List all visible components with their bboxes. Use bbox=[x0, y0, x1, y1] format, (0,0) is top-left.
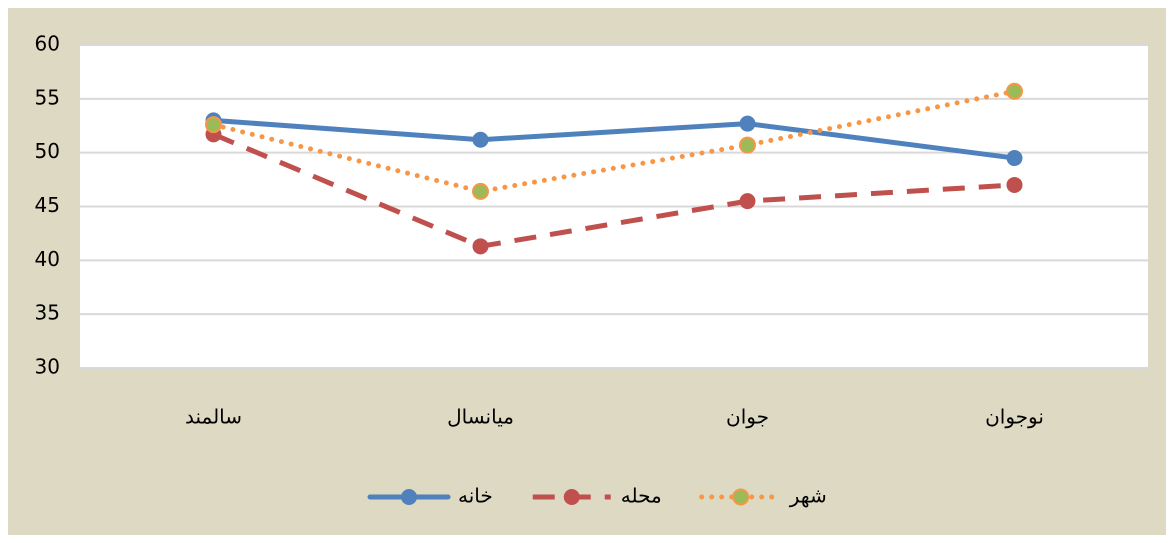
x-tick-label: سالمند bbox=[185, 405, 242, 429]
y-tick-label: 60 bbox=[35, 32, 60, 56]
x-tick-label: جوان bbox=[726, 405, 769, 429]
data-point bbox=[205, 116, 222, 134]
data-point bbox=[739, 115, 756, 132]
y-tick-label: 45 bbox=[35, 193, 60, 217]
series-line bbox=[211, 117, 1017, 161]
y-tick-label: 30 bbox=[35, 355, 60, 379]
y-tick-label: 35 bbox=[35, 301, 60, 325]
y-tick-label: 40 bbox=[35, 247, 60, 271]
data-point bbox=[1006, 150, 1023, 167]
legend-marker bbox=[732, 488, 750, 506]
y-tick-label: 50 bbox=[35, 139, 60, 163]
data-point bbox=[472, 182, 489, 200]
x-tick-label: نوجوان bbox=[985, 405, 1044, 429]
legend-marker bbox=[563, 489, 580, 505]
data-point bbox=[1006, 176, 1023, 193]
legend-marker bbox=[401, 489, 417, 505]
x-tick-label: میانسال bbox=[447, 405, 514, 429]
legend-label: شهر bbox=[789, 484, 827, 508]
series-line bbox=[212, 132, 1015, 249]
legend-label: خانه bbox=[458, 484, 493, 508]
legend-label: محله bbox=[621, 484, 662, 508]
data-point bbox=[739, 136, 756, 154]
data-point bbox=[472, 238, 489, 255]
data-point bbox=[472, 131, 489, 148]
y-tick-label: 55 bbox=[35, 85, 60, 109]
data-point bbox=[739, 193, 756, 210]
data-point bbox=[1006, 82, 1023, 100]
series-line bbox=[211, 88, 1017, 194]
